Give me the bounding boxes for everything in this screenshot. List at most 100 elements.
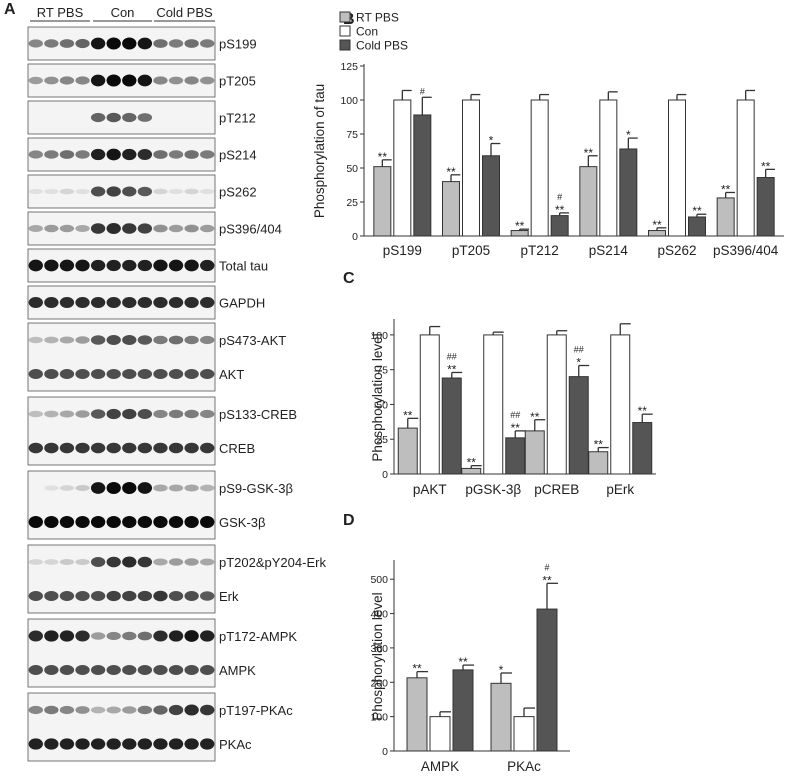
bar-cold-pbs-pt205 (482, 155, 500, 237)
blot-band (184, 630, 199, 642)
blot-band (168, 369, 184, 379)
blot-band (137, 113, 153, 122)
blot-group-label-cold-pbs: Cold PBS (156, 5, 213, 20)
blot-band (168, 665, 184, 675)
blot-band (44, 369, 59, 379)
blot-band (200, 704, 215, 716)
bar-con-pt212 (530, 99, 549, 237)
blot-band (200, 150, 215, 159)
bar-con-pakt (419, 334, 440, 475)
y-tick-label: 200 (370, 677, 388, 689)
blot-band (59, 76, 75, 85)
blot-band (90, 706, 106, 714)
legend-swatch-cold-pbs (339, 39, 351, 51)
blot-band (122, 259, 137, 272)
blot-band (168, 516, 184, 528)
blot-band (106, 516, 121, 528)
blot-band (184, 369, 199, 379)
blot-band (137, 223, 153, 234)
significance-marker: ** (761, 159, 771, 173)
blot-band (59, 558, 75, 566)
blot-band (200, 409, 215, 419)
blot-band (28, 188, 43, 195)
blot-band (106, 112, 121, 123)
blot-band (106, 369, 121, 379)
blot-band (75, 706, 90, 714)
blot-band (59, 705, 75, 715)
blot-band (184, 297, 199, 308)
y-tick-label: 100 (370, 330, 388, 342)
blot-band (153, 484, 168, 492)
blot-label-gsk-3: GSK-3β (219, 515, 266, 530)
significance-marker: * (626, 128, 631, 142)
blot-band (75, 150, 90, 159)
blot-band (28, 705, 43, 715)
blot-band (168, 409, 184, 419)
blot-band (153, 224, 168, 233)
blot-label-total-tau: Total tau (219, 259, 268, 274)
blot-band (153, 76, 168, 85)
blot-band (184, 259, 199, 272)
blot-band (153, 369, 168, 379)
category-label-ampk: AMPK (421, 759, 459, 774)
blot-label-ps473-akt: pS473-AKT (219, 333, 286, 348)
blot-band (75, 484, 90, 492)
category-label-pakt: pAKT (413, 482, 447, 497)
blot-band (106, 297, 121, 308)
blot-band (153, 297, 168, 308)
y-tick-label: 0 (382, 469, 388, 481)
blot-band (106, 665, 121, 675)
blot-band (75, 297, 90, 308)
blot-band (75, 76, 90, 85)
blot-band (153, 516, 168, 528)
blot-band (153, 259, 168, 272)
blot-band (137, 335, 153, 345)
blot-band (90, 482, 106, 494)
panel-letter-d: D (343, 512, 355, 529)
blot-label-pt205: pT205 (219, 74, 256, 89)
blot-band (75, 259, 90, 272)
blot-band (137, 74, 153, 87)
category-label-ps262: pS262 (657, 243, 696, 258)
blot-band (168, 224, 184, 233)
blot-band (137, 409, 153, 419)
y-tick-label: 0 (382, 746, 388, 758)
blot-band (90, 223, 106, 234)
blot-band (44, 224, 59, 233)
blot-band (137, 259, 153, 272)
blot-label-erk: Erk (219, 589, 239, 604)
category-label-pcreb: pCREB (534, 482, 579, 497)
blot-band (200, 484, 215, 492)
blot-band (106, 706, 121, 714)
significance-marker: ## (574, 345, 584, 355)
blot-band (153, 188, 168, 195)
blot-band (90, 409, 106, 419)
y-tick-label: 75 (346, 129, 358, 141)
significance-marker: ** (721, 182, 731, 196)
blot-band (90, 632, 106, 640)
blot-box (27, 285, 216, 320)
blot-band (137, 442, 153, 454)
blot-band (106, 556, 121, 568)
blot-band (200, 259, 215, 272)
blot-band (122, 516, 137, 528)
y-tick-label: 50 (376, 399, 388, 411)
blot-box (27, 396, 216, 466)
blot-band (75, 738, 90, 750)
blot-band (184, 150, 199, 159)
significance-marker: ** (542, 573, 552, 587)
blot-band (59, 516, 75, 528)
blot-band (137, 631, 153, 641)
blot-band (75, 630, 90, 642)
blot-band (184, 738, 199, 750)
bar-cold-pbs-ps396-404 (756, 177, 775, 237)
blot-band (28, 559, 43, 565)
blot-band (200, 630, 215, 642)
blot-band (168, 591, 184, 601)
blot-band (184, 224, 199, 233)
blot-band (75, 336, 90, 344)
blot-band (106, 482, 121, 494)
blot-label-ps214: pS214 (219, 148, 257, 163)
bar-rt-pbs-pkac (490, 682, 512, 752)
